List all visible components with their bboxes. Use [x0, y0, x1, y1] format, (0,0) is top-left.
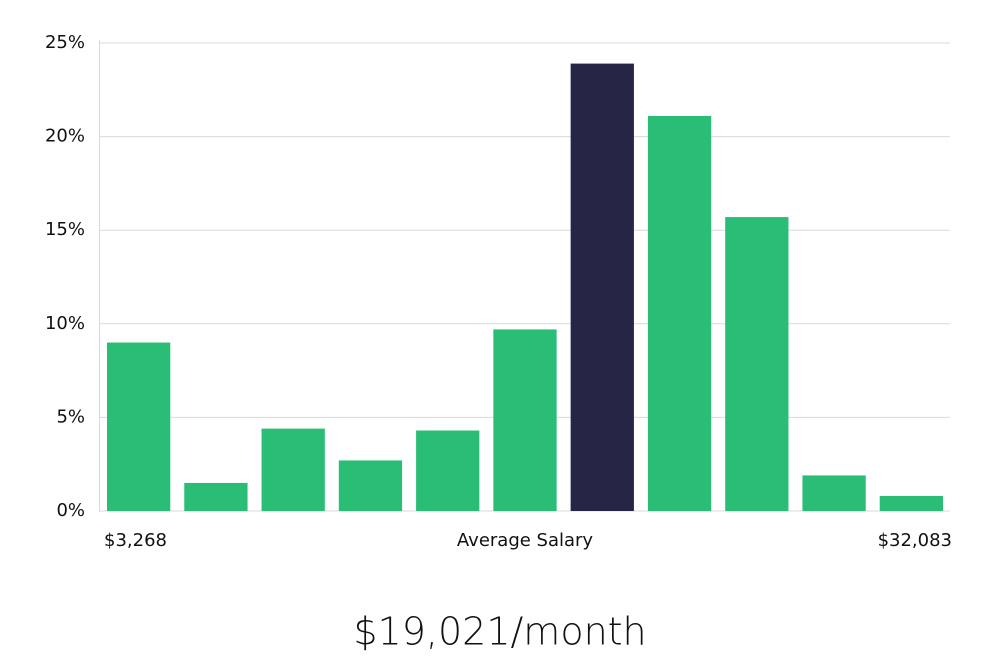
y-tick-label: 0%: [56, 500, 85, 521]
y-tick-label: 10%: [45, 313, 85, 334]
bar: [493, 329, 557, 511]
summary: $19,021/month: [353, 610, 646, 654]
y-tick-label: 25%: [45, 32, 85, 53]
y-tick-label: 15%: [45, 219, 85, 240]
x-min-label: $3,268: [104, 530, 167, 551]
bar: [416, 430, 480, 511]
bar: [338, 460, 403, 511]
bar: [261, 428, 325, 511]
x-axis-label: Average Salary: [457, 530, 594, 551]
bar: [570, 63, 634, 511]
bar: [879, 496, 943, 511]
bar: [107, 342, 171, 511]
y-tick-label: 20%: [45, 126, 85, 147]
y-tick-label: 5%: [56, 406, 85, 427]
bar: [184, 482, 248, 511]
bar: [725, 217, 789, 511]
bar: [647, 116, 712, 512]
x-max-label: $32,083: [878, 530, 952, 551]
bar: [802, 475, 866, 511]
